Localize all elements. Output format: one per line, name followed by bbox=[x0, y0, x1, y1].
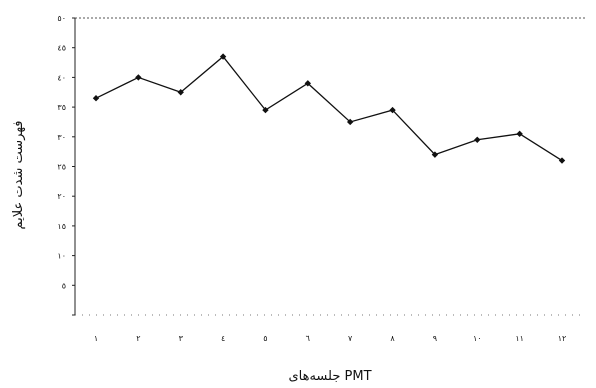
x-tick-label: ۳ bbox=[179, 334, 184, 343]
data-point bbox=[516, 130, 523, 138]
series-layer bbox=[92, 53, 566, 164]
y-tick-label: ٤٥ bbox=[57, 44, 66, 53]
data-point bbox=[135, 74, 142, 81]
data-point bbox=[389, 106, 396, 114]
x-tick-label: ۸ bbox=[390, 334, 395, 343]
data-point bbox=[474, 136, 481, 143]
y-tick-label: ۱۰ bbox=[57, 252, 66, 261]
x-tick-label: ۱۰ bbox=[473, 334, 482, 343]
y-tick-label: ۲۰ bbox=[57, 192, 66, 201]
x-axis-title: جلسه‌های PMT bbox=[288, 369, 371, 384]
x-tick-label: ٤ bbox=[221, 334, 225, 343]
y-tick-label: ۳٥ bbox=[57, 103, 66, 112]
x-tick-label: ٦ bbox=[306, 334, 310, 343]
x-tick-label: ۱۲ bbox=[558, 334, 567, 343]
data-point bbox=[92, 94, 100, 102]
data-point bbox=[558, 157, 566, 164]
data-point bbox=[346, 118, 354, 126]
x-tick-label: ٥ bbox=[263, 334, 267, 343]
data-point bbox=[431, 151, 439, 158]
data-point bbox=[304, 80, 312, 87]
y-tick-label: ٥ bbox=[62, 281, 66, 290]
data-point bbox=[262, 106, 269, 114]
data-point bbox=[219, 53, 227, 60]
x-tick-label: ۹ bbox=[433, 334, 437, 343]
x-tick-label: ۲ bbox=[136, 334, 140, 343]
y-tick-label: ٥۰ bbox=[57, 14, 66, 23]
data-point bbox=[177, 89, 184, 96]
y-tick-label: ٤۰ bbox=[57, 73, 66, 82]
y-axis-title: فهرست شدت علایم bbox=[11, 120, 26, 229]
y-tick-label: ۲٥ bbox=[57, 163, 66, 172]
x-tick-label: ۷ bbox=[348, 334, 353, 343]
y-axis-ticks: ٥ ۱۰ ۱٥ ۲۰ ۲٥ ۳۰ ۳٥ ٤۰ ٤٥ ٥۰ bbox=[57, 14, 75, 316]
x-tick-label: ۱۱ bbox=[515, 334, 524, 343]
x-tick-label: ۱ bbox=[94, 334, 98, 343]
y-tick-label: ۱٥ bbox=[57, 222, 66, 231]
series-line bbox=[95, 55, 563, 162]
x-axis-ticks: ۱ ۲ ۳ ٤ ٥ ٦ ۷ ۸ ۹ ۱۰ ۱۱ ۱۲ bbox=[94, 334, 566, 343]
y-tick-label: ۳۰ bbox=[57, 133, 66, 142]
